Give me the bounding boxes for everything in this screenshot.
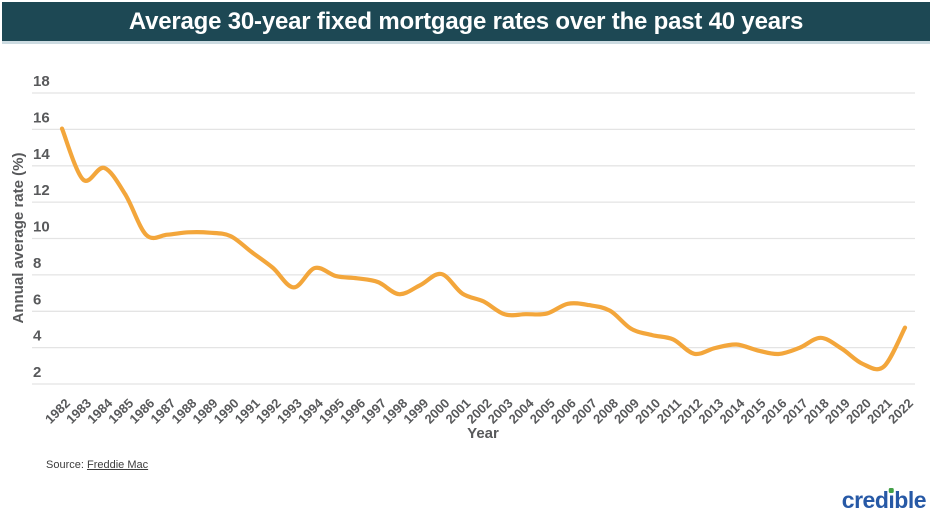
y-axis-title: Annual average rate (%) [10, 153, 27, 324]
y-tick-label: 2 [33, 364, 41, 381]
mortgage-rate-line [59, 126, 908, 372]
logo-text-after-i: ble [894, 487, 926, 513]
source-line: Source: Freddie Mac [46, 459, 148, 471]
y-tick-label: 16 [33, 109, 50, 126]
x-tick-label: 2022 [885, 396, 916, 427]
y-tick-label: 10 [33, 219, 50, 236]
y-tick-label: 12 [33, 182, 50, 199]
logo-text-before-i: cred [841, 487, 889, 513]
y-tick-label: 4 [33, 328, 42, 345]
gridlines [32, 92, 915, 385]
y-axis-tick-labels: 2 4 6 8 10 12 14 16 18 [33, 73, 50, 381]
y-tick-label: 8 [33, 255, 41, 272]
x-axis-title: Year [467, 425, 499, 442]
credible-logo[interactable]: cred ıble [841, 487, 927, 513]
source-link[interactable]: Freddie Mac [86, 459, 149, 471]
y-tick-label: 18 [33, 73, 50, 90]
source-label: Source: [46, 459, 84, 471]
logo-dotless-i: ı [888, 487, 895, 513]
logo-letter-i: ı [888, 487, 894, 513]
y-tick-label: 6 [33, 291, 41, 308]
chart-title-bar: Average 30-year fixed mortgage rates ove… [2, 2, 930, 44]
credible-i-dot [889, 488, 894, 493]
x-axis-tick-labels: 1982198319841985198619871988198919901991… [42, 395, 916, 427]
chart-title: Average 30-year fixed mortgage rates ove… [128, 7, 804, 35]
y-tick-label: 14 [33, 146, 50, 163]
